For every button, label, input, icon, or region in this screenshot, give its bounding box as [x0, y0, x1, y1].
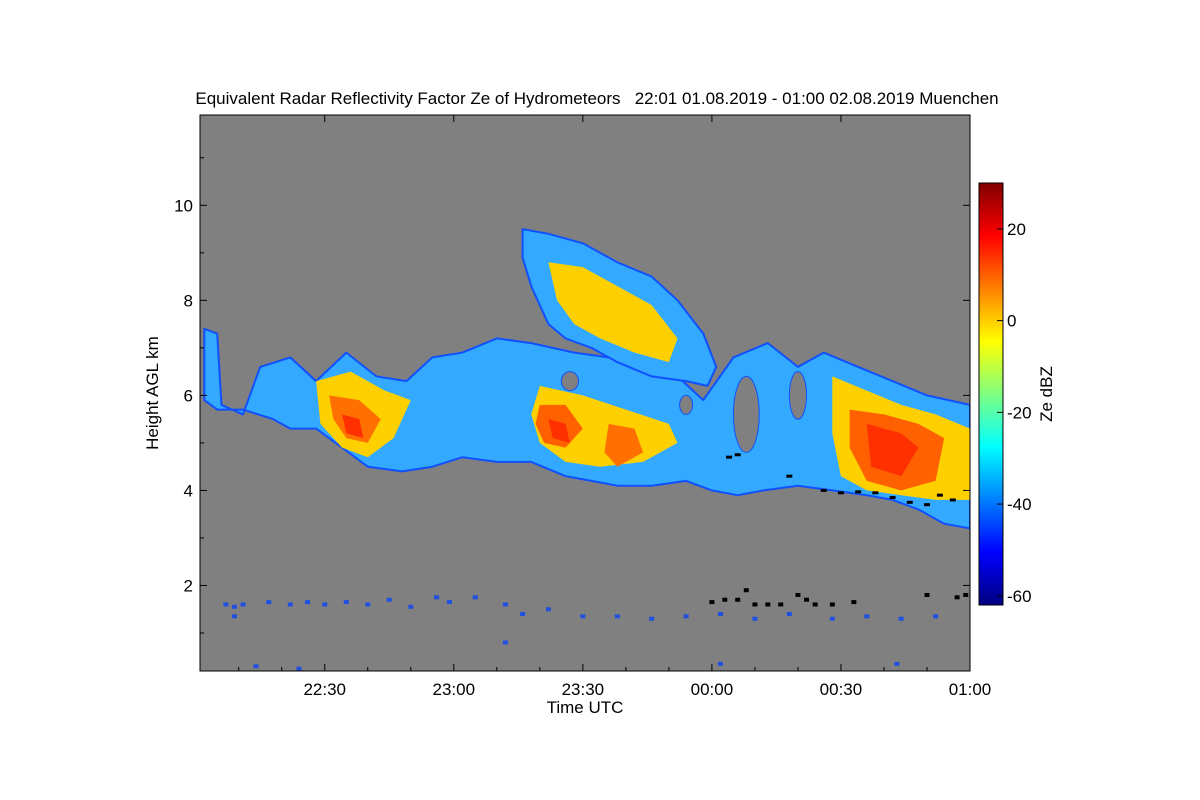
- x-axis-label: Time UTC: [547, 698, 624, 717]
- clutter-point: [266, 600, 272, 605]
- y-tick-label: 4: [184, 481, 193, 500]
- clutter-point: [520, 611, 526, 616]
- clutter-point: [924, 592, 930, 597]
- y-axis-label: Height AGL km: [143, 336, 162, 450]
- melting-layer-mark: [820, 488, 827, 492]
- clutter-point: [502, 602, 508, 607]
- echo-region-peak-1: [342, 414, 364, 439]
- clutter-point: [253, 664, 259, 669]
- clutter-point: [786, 611, 792, 616]
- colorbar-tick-label: -60: [1007, 587, 1032, 606]
- clutter-point: [296, 666, 302, 671]
- clutter-point: [933, 614, 939, 619]
- melting-layer-mark: [734, 453, 741, 457]
- colorbar-tick-label: -40: [1007, 495, 1032, 514]
- chart-title: Equivalent Radar Reflectivity Factor Ze …: [195, 89, 998, 108]
- clutter-point: [812, 602, 818, 607]
- colorbar: [978, 182, 1004, 606]
- clutter-point: [434, 595, 440, 600]
- clutter-point: [343, 600, 349, 605]
- clutter-point: [752, 602, 758, 607]
- clutter-point: [829, 602, 835, 607]
- colorbar-label: Ze dBZ: [1037, 366, 1056, 422]
- y-tick-label: 2: [184, 576, 193, 595]
- clutter-point: [446, 600, 452, 605]
- x-axis: 22:30 23:00 23:30 00:00 00:30 01:00: [238, 115, 992, 699]
- clutter-point: [752, 616, 758, 621]
- clutter-point: [231, 614, 237, 619]
- echo-region-strong-3: [604, 423, 644, 467]
- x-tick-label: 23:00: [433, 680, 476, 699]
- x-tick-label: 23:30: [562, 680, 605, 699]
- clutter-point: [718, 661, 724, 666]
- clutter-point: [735, 597, 741, 602]
- melting-layer-mark: [889, 496, 896, 500]
- clutter-point: [795, 592, 801, 597]
- clutter-point: [223, 602, 229, 607]
- echo-gap: [788, 371, 808, 420]
- x-tick-label: 01:00: [949, 680, 992, 699]
- clutter-point: [851, 600, 857, 605]
- echo-region-peak-2: [548, 419, 570, 443]
- melting-layer-mark: [726, 455, 733, 459]
- clutter-point: [683, 614, 689, 619]
- melting-layer-mark: [855, 490, 862, 494]
- clutter-point: [864, 614, 870, 619]
- clutter-point: [365, 602, 371, 607]
- x-tick-label: 22:30: [303, 680, 346, 699]
- clutter-point: [804, 597, 810, 602]
- y-axis: 2 4 6 8 10: [174, 157, 970, 634]
- clutter-point: [722, 597, 728, 602]
- clutter-point: [287, 602, 293, 607]
- clutter-point: [240, 602, 246, 607]
- clutter-point: [231, 604, 237, 609]
- clutter-point: [765, 602, 771, 607]
- clutter-point: [580, 614, 586, 619]
- clutter-point: [718, 611, 724, 616]
- melting-layer-mark: [906, 500, 913, 504]
- clutter-point: [743, 588, 749, 593]
- clutter-point: [322, 602, 328, 607]
- echo-gap: [679, 394, 694, 415]
- clutter-point: [386, 597, 392, 602]
- clutter-point: [963, 592, 969, 597]
- clutter-point: [649, 616, 655, 621]
- echo-region-plume-core: [548, 262, 678, 363]
- clutter-point: [829, 616, 835, 621]
- clutter-point: [408, 604, 414, 609]
- clutter-point: [502, 640, 508, 645]
- clutter-point: [545, 607, 551, 612]
- colorbar-tick-label: -20: [1007, 403, 1032, 422]
- clutter-point: [898, 616, 904, 621]
- x-tick-label: 00:30: [820, 680, 863, 699]
- colorbar-tick-label: 0: [1007, 312, 1016, 331]
- colorbar-tick-label: 20: [1007, 220, 1026, 239]
- clutter-point: [709, 600, 715, 605]
- clutter-point: [954, 595, 960, 600]
- x-tick-label: 00:00: [691, 680, 734, 699]
- melting-layer-mark: [949, 498, 956, 502]
- clutter-point: [305, 600, 311, 605]
- clutter-point: [778, 602, 784, 607]
- melting-layer-mark: [872, 491, 879, 495]
- clutter-point: [472, 595, 478, 600]
- echo-region-peak-3: [866, 423, 919, 477]
- y-tick-label: 8: [184, 291, 193, 310]
- melting-layer-mark: [786, 474, 793, 478]
- plot-frame: [199, 114, 971, 672]
- y-tick-label: 10: [174, 196, 193, 215]
- echo-gap: [732, 375, 760, 453]
- echo-gap: [560, 371, 580, 392]
- colorbar-axis: -60 -40 -20 0 20: [997, 220, 1032, 606]
- y-tick-label: 6: [184, 386, 193, 405]
- reflectivity-field: [203, 228, 970, 671]
- clutter-point: [894, 661, 900, 666]
- melting-layer-mark: [923, 503, 930, 507]
- melting-layer-mark: [936, 493, 943, 497]
- melting-layer-mark: [837, 491, 844, 495]
- clutter-point: [614, 614, 620, 619]
